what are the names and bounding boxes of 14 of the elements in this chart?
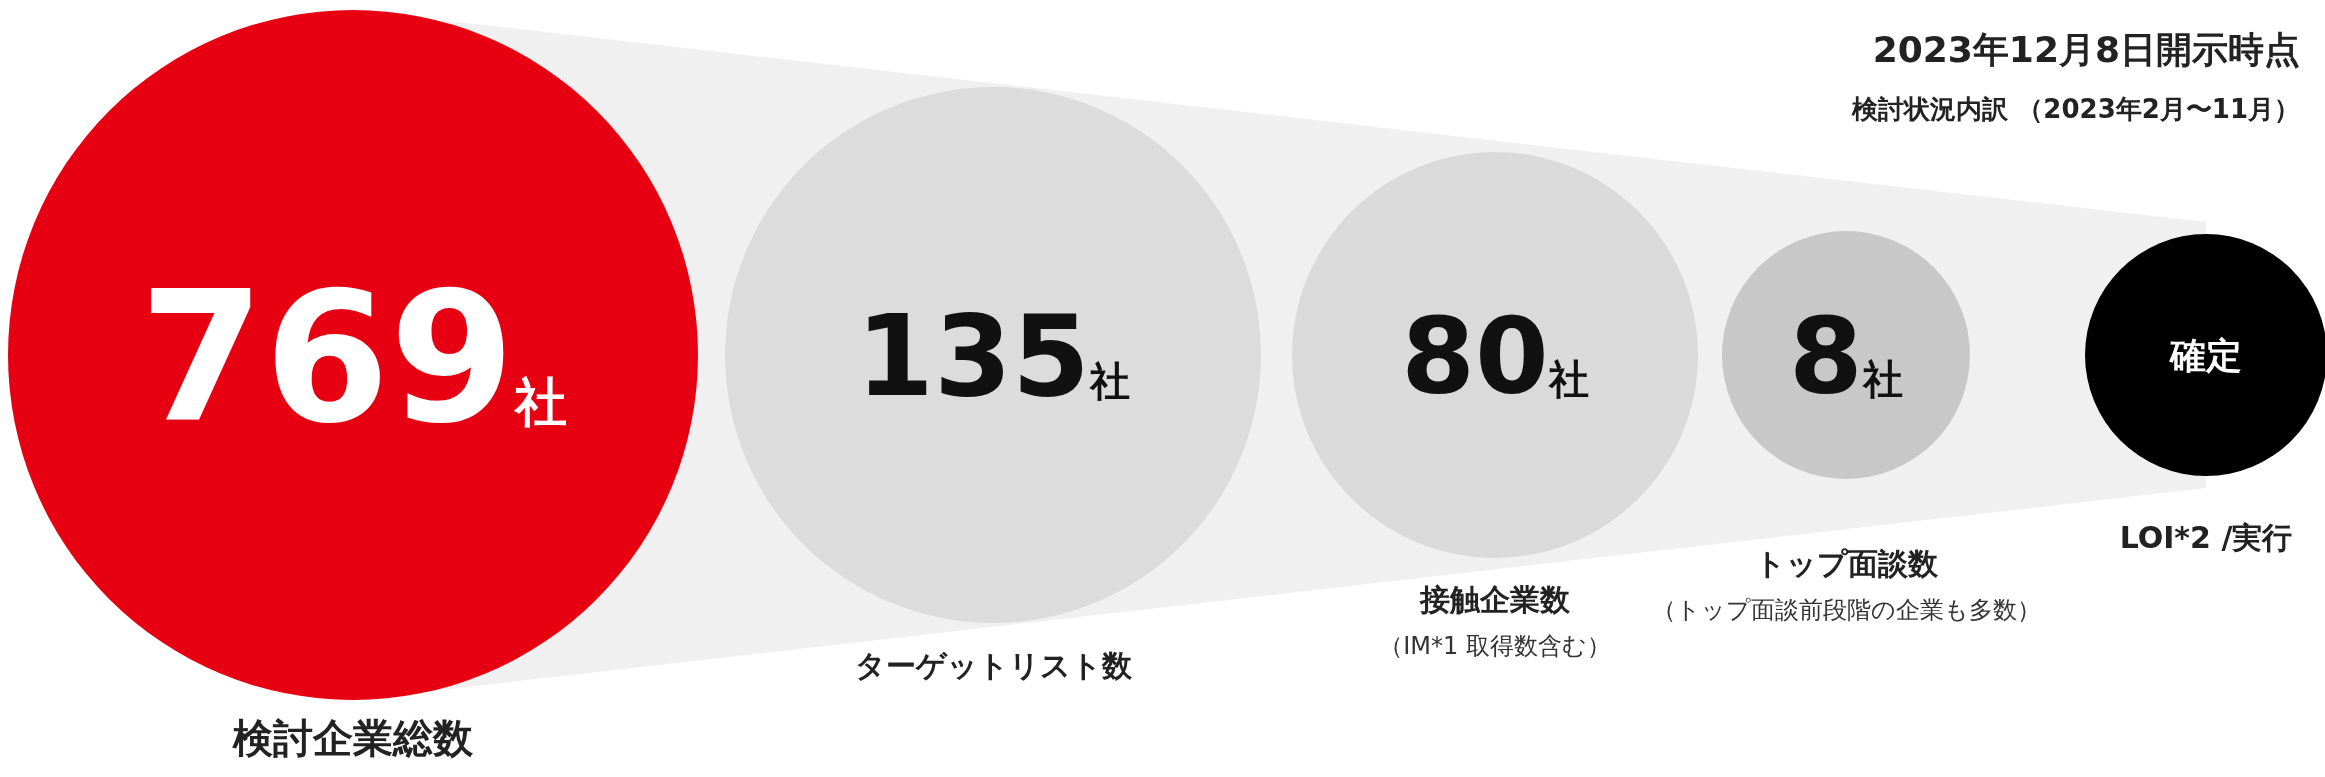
text: 2023年12月8日開示時点 [1872,29,2300,70]
category-label: ターゲットリスト数 [854,648,1133,683]
category-label: トップ面談数 [1754,546,1939,581]
data-label: 135社 [856,291,1130,422]
text: （トップ面談前段階の企業も多数） [1651,596,2041,624]
text: （IM*1 取得数含む） [1379,632,1611,660]
data-label: 確定 [2168,334,2242,376]
category-label: LOI*2 /実行 [2119,520,2293,555]
data-label: 769社 [139,252,567,462]
category-label: 検討企業総数 [232,715,474,761]
data-label: 8社 [1789,295,1903,419]
text: 検討状況内訳 （2023年2月〜11月） [1851,94,2300,124]
data-label: 80社 [1401,295,1589,419]
category-label: 接触企業数 [1419,582,1571,617]
